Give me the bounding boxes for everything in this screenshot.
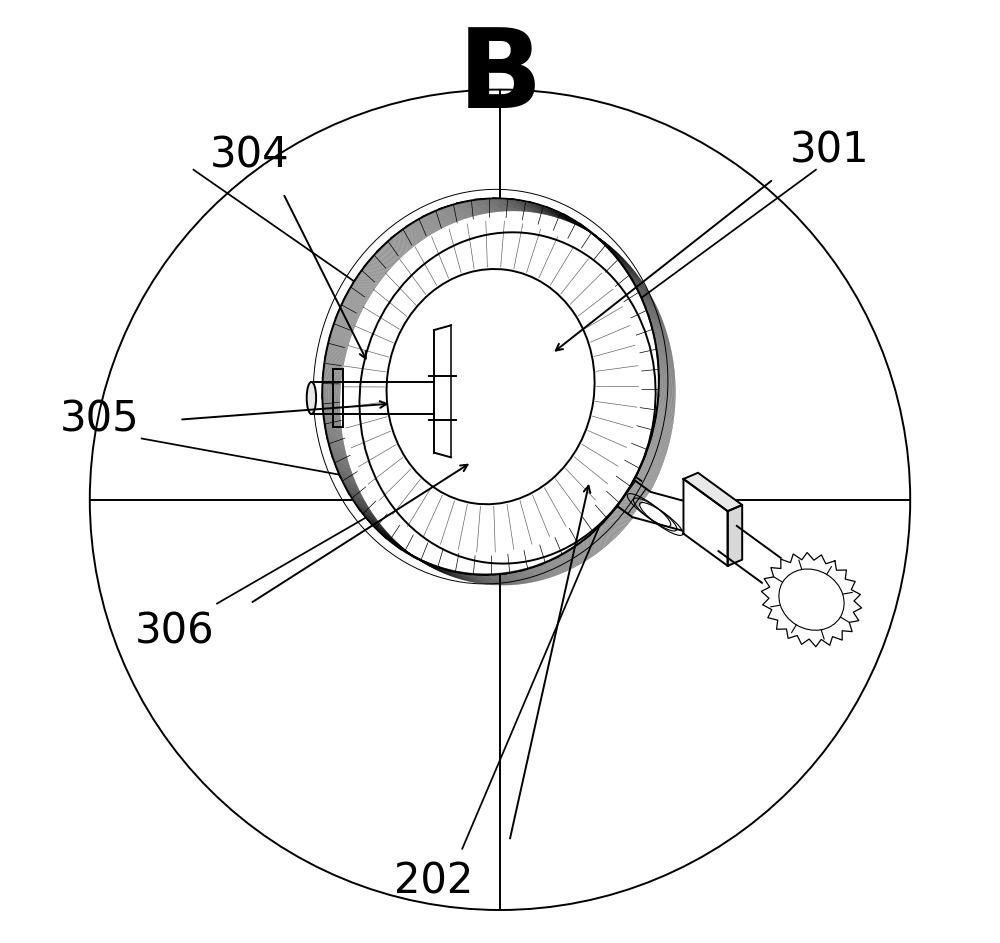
Text: 306: 306 bbox=[135, 611, 214, 653]
Polygon shape bbox=[761, 553, 862, 647]
Text: 304: 304 bbox=[210, 135, 290, 176]
Ellipse shape bbox=[761, 553, 862, 647]
Polygon shape bbox=[683, 479, 728, 566]
Polygon shape bbox=[683, 472, 742, 511]
Ellipse shape bbox=[387, 269, 595, 505]
Polygon shape bbox=[632, 492, 731, 538]
Polygon shape bbox=[354, 290, 651, 517]
Polygon shape bbox=[728, 505, 742, 566]
Text: B: B bbox=[458, 24, 542, 130]
Ellipse shape bbox=[307, 382, 316, 414]
Ellipse shape bbox=[322, 198, 659, 575]
Ellipse shape bbox=[779, 569, 844, 630]
Text: 301: 301 bbox=[790, 130, 870, 172]
Text: 305: 305 bbox=[59, 399, 139, 440]
Text: 202: 202 bbox=[394, 861, 474, 902]
